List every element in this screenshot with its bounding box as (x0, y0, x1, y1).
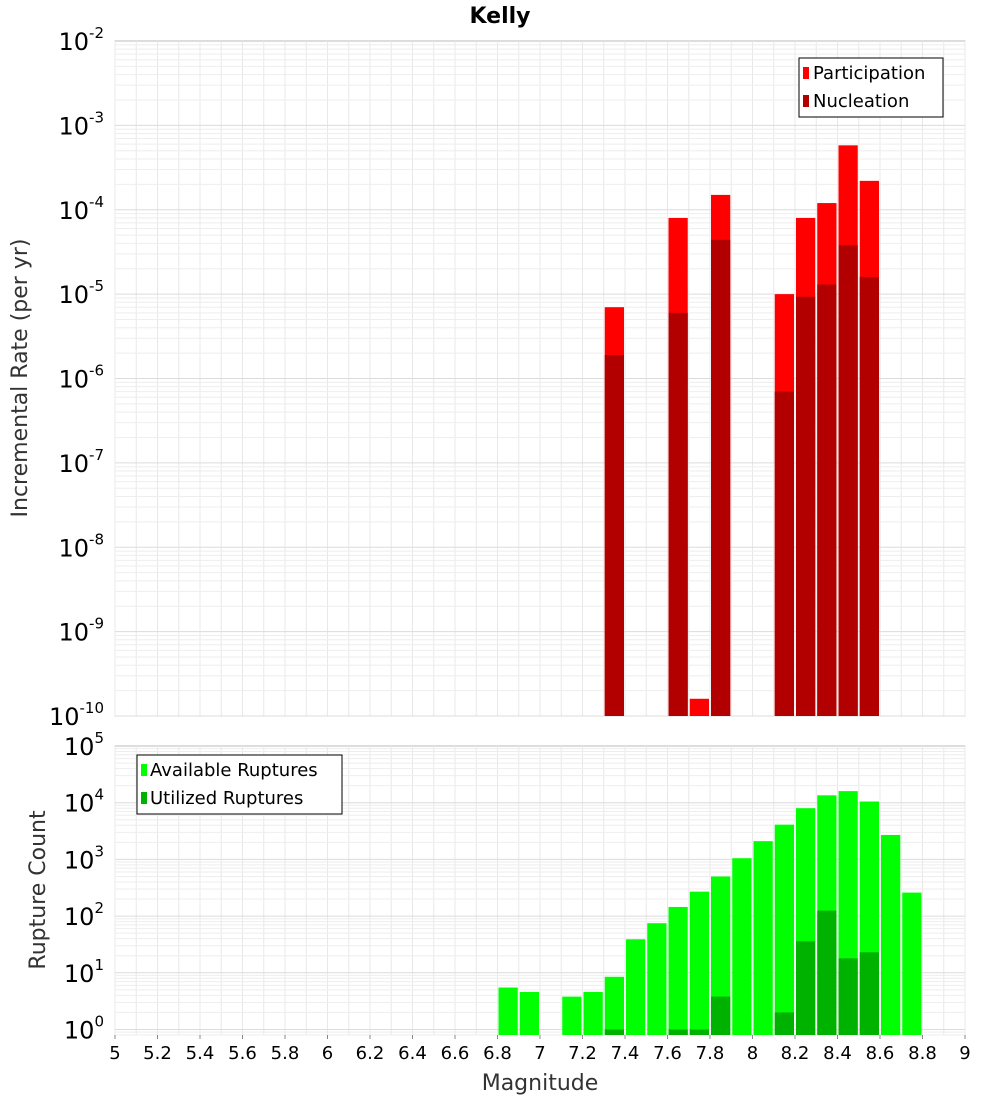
nucleation-legend-swatch (803, 95, 809, 107)
rate-ytick-label: 10-10 (49, 699, 104, 731)
count-y-axis-label: Rupture Count (26, 810, 51, 970)
utilized-ruptures-bar (689, 1029, 709, 1035)
magnitude-tick-label: 7.6 (653, 1043, 682, 1064)
rate-y-axis-label: Incremental Rate (per yr) (8, 239, 33, 518)
magnitude-tick-label: 8.4 (823, 1043, 852, 1064)
rate-grid (114, 41, 966, 717)
count-ytick-label: 100 (64, 1013, 104, 1045)
utilized-legend-swatch (141, 792, 147, 804)
rate-ytick-label: 10-8 (58, 530, 104, 562)
available-ruptures-bar (732, 858, 752, 1035)
rate-ytick-label: 10-9 (58, 615, 104, 647)
rate-yticks: 10-2 10-3 10-4 10-5 10-6 10-7 10-8 10-9 10-10 (49, 24, 104, 731)
count-legend-box (136, 754, 343, 815)
utilized-ruptures-bar (859, 952, 879, 1035)
count-ytick-label: 102 (64, 899, 104, 931)
available-ruptures-bar (902, 892, 922, 1035)
magnitude-tick-label: 8.8 (908, 1043, 937, 1064)
available-ruptures-bar (881, 834, 901, 1035)
utilized-ruptures-bar (668, 1029, 688, 1035)
magnitude-tick-label: 7.2 (568, 1043, 597, 1064)
magnitude-tick-label: 5.6 (228, 1043, 257, 1064)
magnitude-tick-label: 9 (959, 1043, 970, 1064)
rate-ytick-label: 10-5 (58, 277, 104, 309)
magnitude-tick-label: 8.6 (866, 1043, 895, 1064)
available-ruptures-bar (753, 841, 773, 1035)
magnitude-tick-label: 8 (747, 1043, 758, 1064)
nucleation-bar (796, 296, 816, 716)
rate-legend-box (798, 57, 944, 118)
count-ytick-label: 104 (64, 786, 104, 818)
utilized-ruptures-bar (711, 996, 731, 1035)
rate-legend: Participation Nucleation (798, 57, 944, 118)
utilized-ruptures-bar (796, 941, 816, 1035)
available-ruptures-bar (774, 824, 794, 1035)
nucleation-bar (604, 354, 624, 716)
magnitude-xticks: 5 5.2 5.4 5.6 5.8 6 6.2 6.4 6.6 6.8 7 7.2 7.4 7.6 7.8 8… (109, 1035, 971, 1064)
rate-ytick-label: 10-2 (58, 24, 104, 56)
count-yticks: 105 104 103 102 101 100 (64, 729, 104, 1045)
available-ruptures-bar (604, 976, 624, 1035)
utilized-legend-label: Utilized Ruptures (150, 788, 303, 809)
count-legend: Available Ruptures Utilized Ruptures (136, 754, 343, 815)
nucleation-bar (859, 276, 879, 716)
available-ruptures-bar (562, 996, 582, 1035)
available-ruptures-bar (626, 939, 646, 1035)
magnitude-tick-label: 5.2 (143, 1043, 172, 1064)
available-ruptures-bar (711, 876, 731, 1035)
utilized-ruptures-bar (604, 1029, 624, 1035)
count-panel: 105 104 103 102 101 100 5 5.2 5.4 5.6 5.8 6 6.2 6.4 6… (26, 729, 971, 1096)
available-legend-swatch (141, 764, 147, 776)
rate-ytick-label: 10-3 (58, 108, 104, 140)
count-bars (498, 791, 922, 1035)
nucleation-legend-label: Nucleation (813, 91, 909, 112)
available-ruptures-bar (668, 906, 688, 1035)
magnitude-tick-label: 7.8 (696, 1043, 725, 1064)
magnitude-tick-label: 6.2 (356, 1043, 385, 1064)
magnitude-tick-label: 7 (534, 1043, 545, 1064)
available-legend-label: Available Ruptures (150, 760, 318, 781)
magnitude-x-axis-label: Magnitude (482, 1071, 599, 1096)
available-ruptures-bar (647, 923, 667, 1035)
magnitude-tick-label: 5.8 (271, 1043, 300, 1064)
participation-legend-label: Participation (813, 63, 925, 84)
count-ytick-label: 101 (64, 956, 104, 988)
participation-bar (689, 698, 709, 716)
available-ruptures-bar (519, 991, 539, 1035)
utilized-ruptures-bar (838, 958, 858, 1035)
rate-ytick-label: 10-7 (58, 446, 104, 478)
rate-ytick-label: 10-6 (58, 362, 104, 394)
count-ytick-label: 103 (64, 842, 104, 874)
rate-bars (604, 145, 879, 717)
magnitude-tick-label: 8.2 (781, 1043, 810, 1064)
available-ruptures-bar (689, 891, 709, 1035)
participation-legend-swatch (803, 67, 809, 79)
nucleation-bar (817, 284, 837, 716)
rate-panel: 10-2 10-3 10-4 10-5 10-6 10-7 10-8 10-9 10-10 In… (8, 24, 966, 731)
nucleation-bar (838, 245, 858, 717)
utilized-ruptures-bar (774, 1012, 794, 1035)
nucleation-bar (668, 312, 688, 716)
magnitude-tick-label: 7.4 (611, 1043, 640, 1064)
chart-title: Kelly (469, 4, 530, 29)
magnitude-tick-label: 6.4 (398, 1043, 427, 1064)
nucleation-bar (774, 391, 794, 716)
count-ytick-label: 105 (64, 729, 104, 761)
magnitude-tick-label: 5 (109, 1043, 120, 1064)
available-ruptures-bar (583, 991, 603, 1035)
nucleation-bar (711, 239, 731, 716)
magnitude-tick-label: 6.8 (483, 1043, 512, 1064)
magnitude-tick-label: 6.6 (441, 1043, 470, 1064)
available-ruptures-bar (498, 987, 518, 1035)
magnitude-tick-label: 6 (322, 1043, 333, 1064)
rate-ytick-label: 10-4 (58, 193, 104, 225)
utilized-ruptures-bar (817, 910, 837, 1035)
magnitude-tick-label: 5.4 (186, 1043, 215, 1064)
